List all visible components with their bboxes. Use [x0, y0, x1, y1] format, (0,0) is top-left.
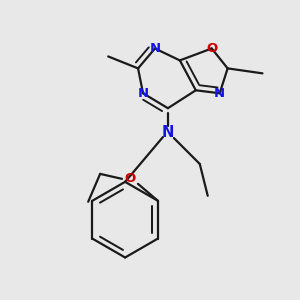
Text: N: N: [214, 87, 225, 100]
Text: N: N: [162, 124, 174, 140]
Text: N: N: [149, 42, 161, 55]
Text: O: O: [206, 42, 217, 55]
Text: O: O: [124, 172, 136, 185]
Text: N: N: [137, 87, 148, 100]
